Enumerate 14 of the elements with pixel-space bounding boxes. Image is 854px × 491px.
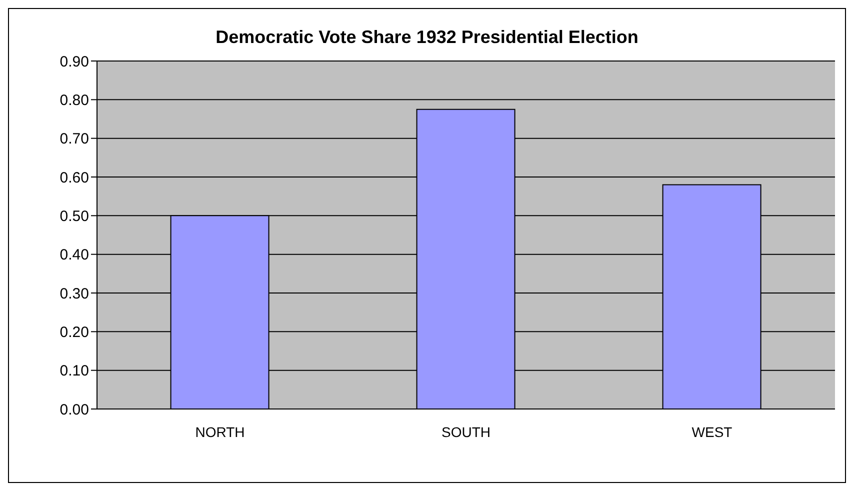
y-tick-label: 0.20	[60, 324, 89, 341]
y-tick-label: 0.30	[60, 285, 89, 302]
x-tick-label: WEST	[692, 424, 733, 440]
y-tick-label: 0.40	[60, 246, 89, 264]
y-tick-label: 0.80	[60, 92, 89, 109]
y-tick-label: 0.10	[60, 362, 89, 380]
y-tick-label: 0.00	[60, 401, 89, 418]
y-tick-label: 0.90	[60, 53, 89, 70]
chart-title: Democratic Vote Share 1932 Presidential Election	[214, 27, 640, 48]
y-tick-label: 0.50	[60, 208, 89, 225]
y-tick-label: 0.60	[60, 169, 89, 186]
x-tick-label: NORTH	[195, 424, 245, 440]
x-tick-label: SOUTH	[442, 424, 490, 440]
y-tick-label: 0.70	[60, 130, 89, 148]
